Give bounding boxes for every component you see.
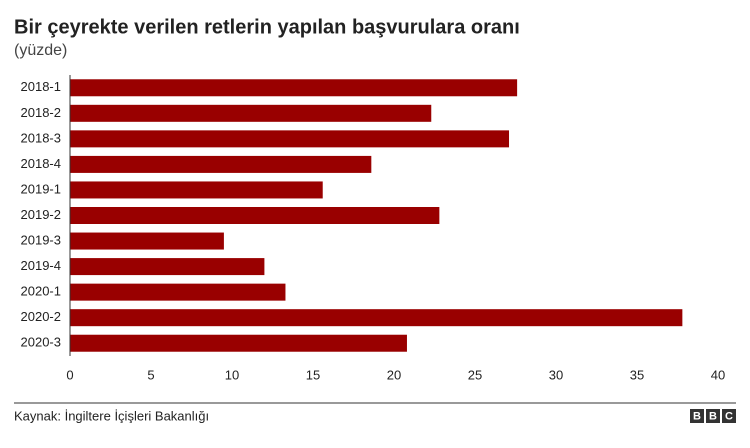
logo-box bbox=[690, 409, 704, 423]
x-tick-label: 25 bbox=[468, 367, 482, 382]
bar bbox=[70, 283, 286, 301]
bar bbox=[70, 309, 683, 327]
y-tick-label: 2018-1 bbox=[21, 79, 61, 94]
y-tick-label: 2020-1 bbox=[21, 284, 61, 299]
bar bbox=[70, 79, 518, 97]
x-tick-label: 0 bbox=[66, 367, 73, 382]
x-tick-label: 5 bbox=[147, 367, 154, 382]
bar bbox=[70, 258, 265, 276]
bar bbox=[70, 130, 510, 148]
logo-box bbox=[706, 409, 720, 423]
y-tick-label: 2018-3 bbox=[21, 130, 61, 145]
bar bbox=[70, 104, 432, 122]
source: Kaynak: İngiltere İçişleri Bakanlığı bbox=[14, 408, 209, 423]
x-tick-label: 35 bbox=[630, 367, 644, 382]
y-tick-label: 2020-3 bbox=[21, 335, 61, 350]
bar bbox=[70, 181, 323, 199]
logo-letter: C bbox=[725, 410, 733, 422]
bar bbox=[70, 155, 372, 173]
bar bbox=[70, 334, 407, 352]
bar bbox=[70, 232, 224, 250]
x-tick-label: 20 bbox=[387, 367, 401, 382]
x-tick-label: 15 bbox=[306, 367, 320, 382]
y-tick-label: 2020-2 bbox=[21, 309, 61, 324]
y-tick-label: 2019-3 bbox=[21, 232, 61, 247]
chart-title: Bir çeyrekte verilen retlerin yapılan ba… bbox=[14, 16, 520, 38]
y-tick-label: 2019-2 bbox=[21, 207, 61, 222]
x-tick-label: 10 bbox=[225, 367, 239, 382]
y-tick-label: 2018-2 bbox=[21, 105, 61, 120]
logo-box bbox=[722, 409, 736, 423]
x-tick-label: 40 bbox=[711, 367, 725, 382]
logo-letter: B bbox=[709, 410, 717, 422]
chart-subtitle: (yüzde) bbox=[14, 42, 67, 59]
y-tick-label: 2018-4 bbox=[21, 156, 61, 171]
y-tick-label: 2019-4 bbox=[21, 258, 61, 273]
x-tick-label: 30 bbox=[549, 367, 563, 382]
logo-letter: B bbox=[693, 410, 701, 422]
bar bbox=[70, 207, 440, 224]
y-tick-label: 2019-1 bbox=[21, 181, 61, 196]
